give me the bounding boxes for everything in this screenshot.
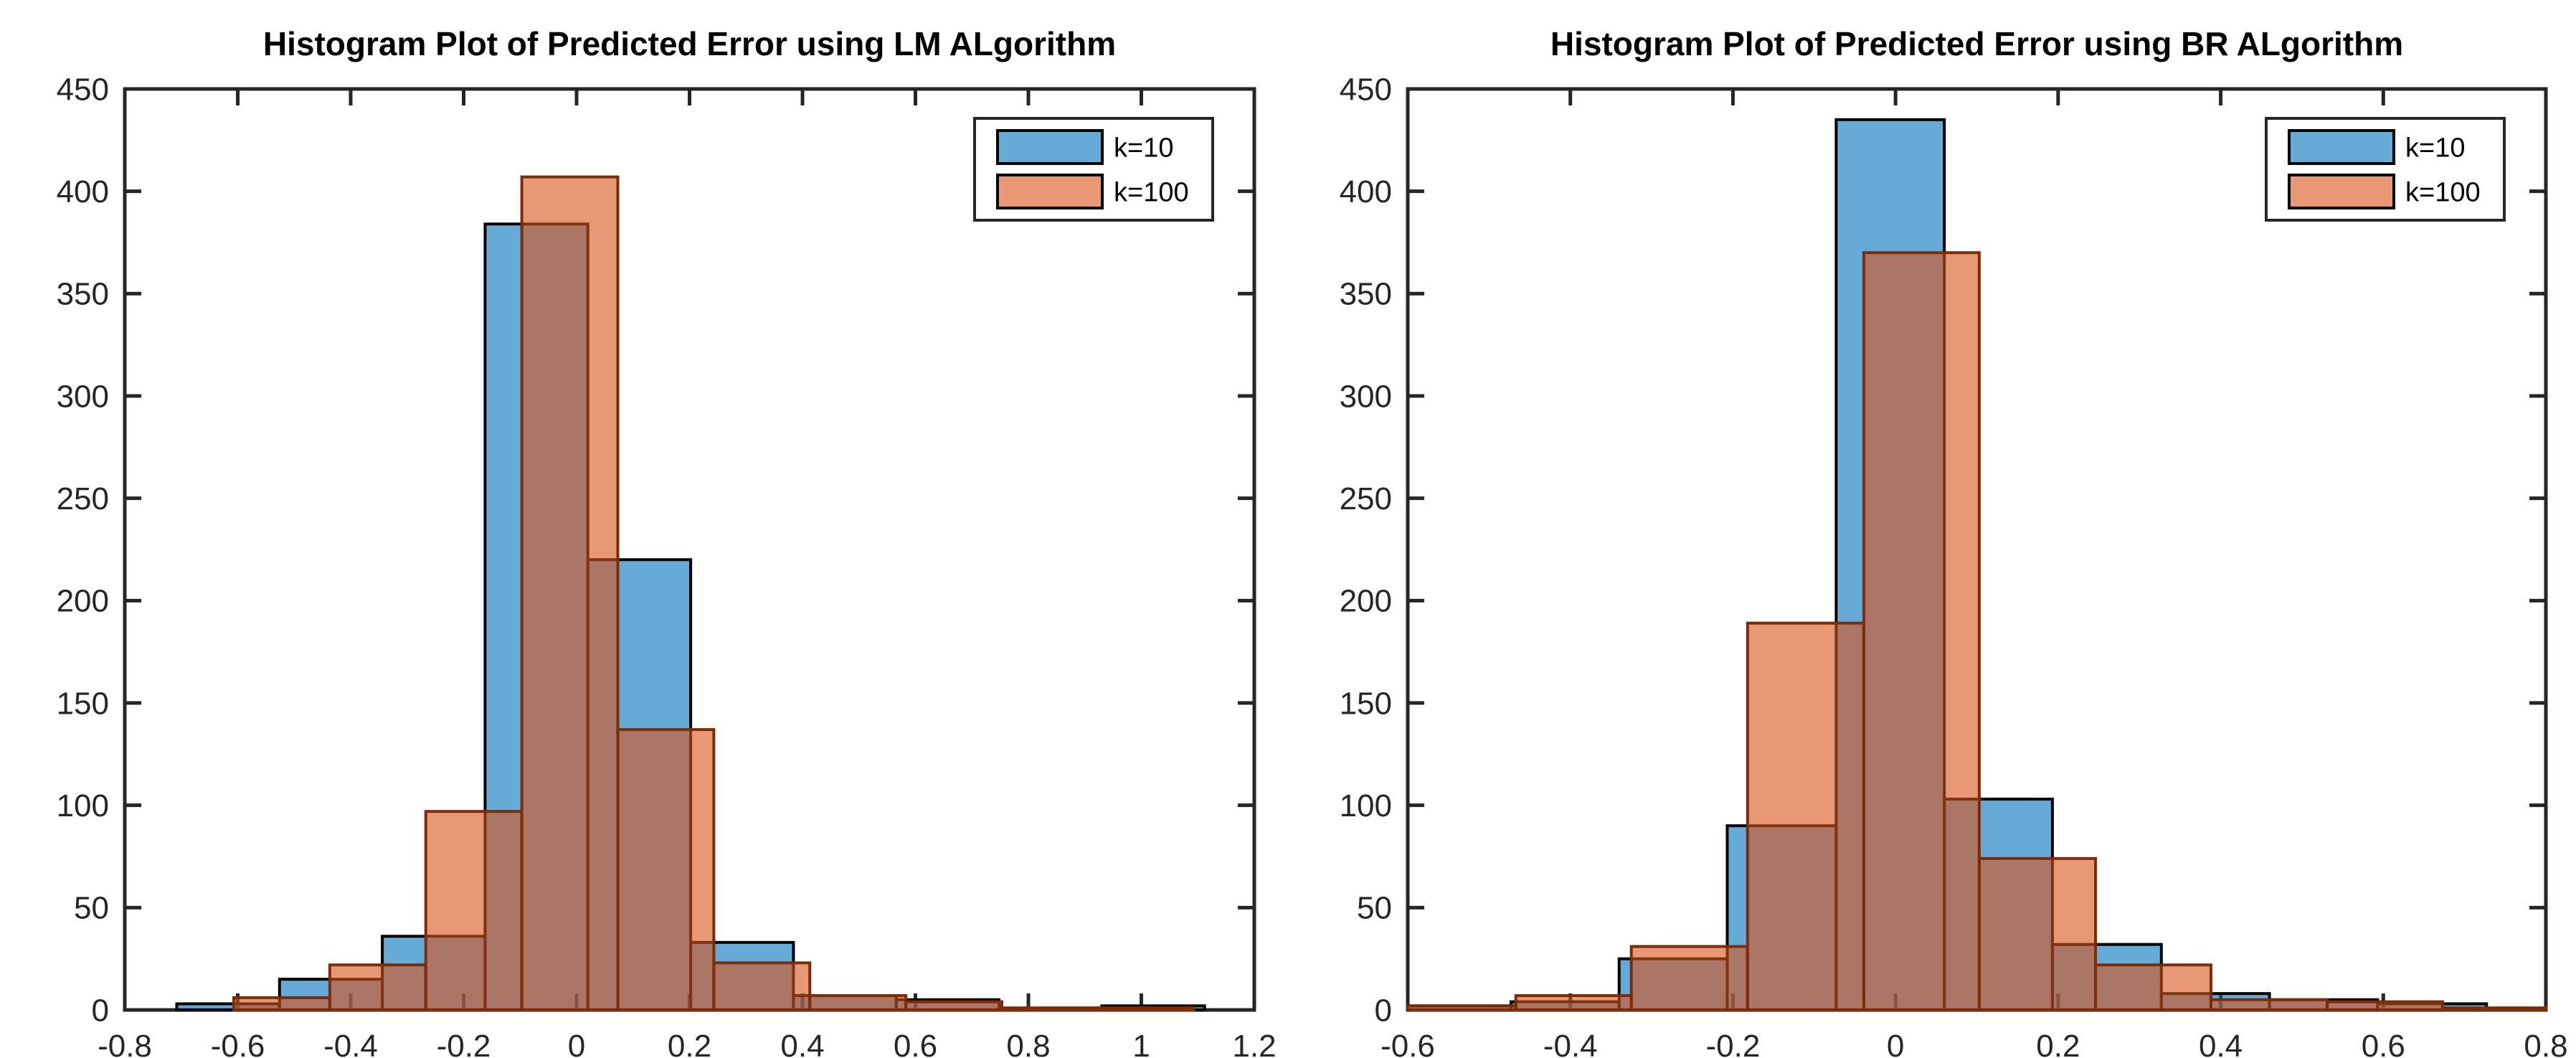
- legend-label: k=100: [2405, 177, 2481, 207]
- histogram-bar: [1746, 621, 1865, 1011]
- svg-text:400: 400: [57, 174, 109, 209]
- svg-text:250: 250: [1340, 481, 1392, 516]
- histogram-bar: [2441, 1006, 2547, 1011]
- histogram-bar: [808, 994, 908, 1011]
- svg-text:1.2: 1.2: [1232, 1029, 1276, 1058]
- svg-text:300: 300: [57, 379, 109, 414]
- svg-text:100: 100: [57, 788, 109, 823]
- svg-text:200: 200: [1340, 584, 1392, 619]
- histogram-bar: [1862, 251, 1981, 1011]
- histogram-bar: [1000, 1006, 1099, 1011]
- br-chart-title: Histogram Plot of Predicted Error using …: [1550, 25, 2404, 62]
- legend-swatch-k-100: [2288, 174, 2395, 209]
- lm-chart-title: Histogram Plot of Predicted Error using …: [262, 25, 1117, 62]
- legend-swatch-k-100: [996, 174, 1104, 209]
- svg-text:-0.4: -0.4: [323, 1029, 378, 1058]
- histogram-bar: [2094, 963, 2212, 1012]
- svg-text:150: 150: [1340, 686, 1392, 721]
- bars-k-100: [232, 175, 1195, 1012]
- svg-text:0.6: 0.6: [2362, 1029, 2405, 1058]
- svg-text:400: 400: [1340, 174, 1392, 209]
- legend: k=10 k=100: [2265, 117, 2506, 222]
- histogram-bar: [520, 175, 620, 1011]
- svg-text:350: 350: [1340, 277, 1392, 312]
- histogram-bar: [2326, 1000, 2445, 1012]
- svg-text:350: 350: [57, 277, 109, 312]
- svg-text:250: 250: [57, 481, 109, 516]
- x-tick-labels: -0.8 -0.6 -0.4 -0.2 0 0.2 0.4 0.6 0.8 1 1.2: [98, 1029, 1277, 1058]
- histogram-panel-lm: Histogram Plot of Predicted Error using …: [57, 25, 1277, 1058]
- histogram-bar: [1514, 994, 1633, 1011]
- svg-text:200: 200: [57, 584, 109, 619]
- svg-text:0.2: 0.2: [668, 1029, 711, 1058]
- svg-text:0: 0: [568, 1029, 585, 1058]
- histogram-bar: [1977, 856, 2098, 1012]
- svg-text:450: 450: [57, 72, 109, 107]
- legend: k=10 k=100: [973, 117, 1214, 222]
- svg-text:450: 450: [1340, 72, 1392, 107]
- legend-label: k=100: [1114, 177, 1189, 207]
- br-histogram-svg: -0.6 -0.4 -0.2 0 0.2 0.4 0.6 0.8 0 50 100 150 200 250…: [1340, 72, 2568, 1058]
- svg-text:-0.6: -0.6: [1381, 1029, 1435, 1058]
- legend-swatch-k-10: [996, 129, 1104, 165]
- svg-text:0: 0: [92, 993, 109, 1028]
- svg-text:50: 50: [74, 891, 109, 926]
- histogram-panel-br: Histogram Plot of Predicted Error using …: [1288, 0, 2576, 1058]
- svg-text:0.8: 0.8: [2524, 1029, 2567, 1058]
- svg-text:-0.6: -0.6: [211, 1029, 265, 1058]
- y-tick-labels: 0 50 100 150 200 250 300 350 400 450: [57, 72, 109, 1028]
- svg-text:-0.4: -0.4: [1543, 1029, 1598, 1058]
- svg-text:0.4: 0.4: [2199, 1029, 2243, 1058]
- histogram-bar: [232, 996, 331, 1012]
- histogram-bar: [712, 961, 812, 1011]
- histogram-bar: [1096, 1006, 1195, 1011]
- svg-text:50: 50: [1357, 891, 1392, 926]
- histogram-bar: [2209, 998, 2329, 1011]
- histogram-bar: [616, 728, 716, 1011]
- svg-text:0.8: 0.8: [1006, 1029, 1050, 1058]
- histogram-bar: [1406, 1004, 1517, 1012]
- legend-label: k=10: [1114, 133, 1173, 163]
- legend-swatch-k-10: [2288, 129, 2395, 165]
- legend-label: k=10: [2405, 133, 2465, 163]
- bars-k-100: [1406, 251, 2547, 1012]
- svg-text:0: 0: [1887, 1029, 1904, 1058]
- histogram-bar: [328, 963, 427, 1012]
- svg-text:0.2: 0.2: [2036, 1029, 2080, 1058]
- svg-text:1: 1: [1132, 1029, 1150, 1058]
- histogram-bar: [424, 810, 524, 1012]
- svg-text:-0.2: -0.2: [1706, 1029, 1761, 1058]
- svg-text:100: 100: [1340, 788, 1392, 823]
- svg-text:0.4: 0.4: [780, 1029, 824, 1058]
- svg-text:300: 300: [1340, 379, 1392, 414]
- svg-text:150: 150: [57, 686, 109, 721]
- y-tick-labels: 0 50 100 150 200 250 300 350 400 450: [1340, 72, 1392, 1028]
- svg-text:-0.2: -0.2: [437, 1029, 491, 1058]
- histogram-bar: [1629, 945, 1749, 1011]
- lm-histogram-svg: -0.8 -0.6 -0.4 -0.2 0 0.2 0.4 0.6 0.8 1 1.2 0 50 100 1…: [57, 72, 1277, 1058]
- x-tick-labels: -0.6 -0.4 -0.2 0 0.2 0.4 0.6 0.8: [1381, 1029, 2568, 1058]
- histogram-bar: [904, 1000, 1003, 1012]
- svg-text:-0.8: -0.8: [98, 1029, 152, 1058]
- svg-text:0: 0: [1375, 993, 1392, 1028]
- svg-text:0.6: 0.6: [894, 1029, 937, 1058]
